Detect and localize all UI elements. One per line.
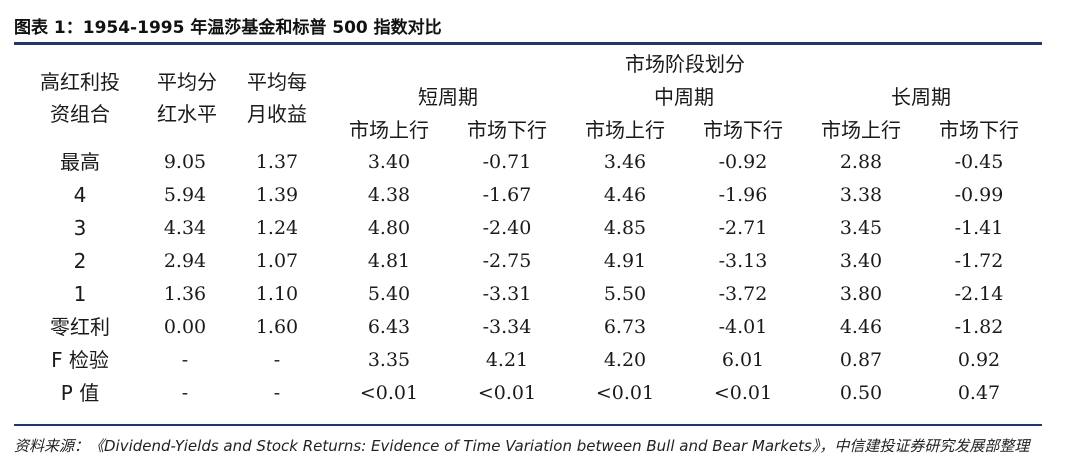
table-cell: 4.21 (485, 349, 529, 371)
table-cell: - (273, 349, 281, 371)
table-cell: 6.01 (721, 349, 765, 371)
table-cell: -4.01 (718, 316, 768, 338)
table-cell: -2.71 (718, 217, 768, 239)
header-col1-line2: 资组合 (50, 102, 110, 126)
table-cell: 0.00 (163, 316, 207, 338)
table-cell: <0.01 (713, 382, 773, 404)
table-cell: 1.10 (255, 283, 299, 305)
table-cell: 0.50 (839, 382, 883, 404)
table-cell: 5.50 (603, 283, 647, 305)
header-phase-up-long: 市场上行 (821, 118, 901, 142)
table-cell: 4.81 (367, 250, 411, 272)
table-cell: -3.13 (718, 250, 768, 272)
header-col1-line1: 高红利投 (40, 70, 120, 94)
row-label: 4 (73, 183, 87, 207)
table-cell: 0.87 (839, 349, 883, 371)
figure-title: 图表 1：1954-1995 年温莎基金和标普 500 指数对比 (14, 18, 442, 38)
table-cell: 5.40 (367, 283, 411, 305)
row-label: 零红利 (50, 315, 110, 339)
table-cell: 3.45 (839, 217, 883, 239)
table-cell: 5.94 (163, 184, 207, 206)
header-phase-down-long: 市场下行 (939, 118, 1019, 142)
row-label: 3 (73, 216, 87, 240)
header-period-short: 短周期 (418, 85, 478, 109)
table-cell: 3.38 (839, 184, 883, 206)
table-cell: 1.37 (255, 151, 299, 173)
table-cell: 3.80 (839, 283, 883, 305)
table-cell: 3.40 (839, 250, 883, 272)
row-label: F 检验 (51, 348, 109, 372)
table-cell: 2.94 (163, 250, 207, 272)
table-cell: 9.05 (163, 151, 207, 173)
table-cell: 1.39 (255, 184, 299, 206)
row-label: P 值 (60, 381, 100, 405)
table-cell: -1.72 (954, 250, 1004, 272)
table-cell: 2.88 (839, 151, 883, 173)
header-period-medium: 中周期 (654, 85, 714, 109)
header-market-phase: 市场阶段划分 (625, 52, 745, 76)
table-cell: -1.67 (482, 184, 532, 206)
table-cell: 1.24 (255, 217, 299, 239)
header-phase-down-short: 市场下行 (467, 118, 547, 142)
header-col2-line2: 红水平 (157, 102, 217, 126)
header-col2-line1: 平均分 (157, 70, 217, 94)
table-cell: -0.92 (718, 151, 768, 173)
table-cell: 1.07 (255, 250, 299, 272)
table-cell: 0.47 (957, 382, 1001, 404)
table-cell: 4.80 (367, 217, 411, 239)
bottom-rule (14, 424, 1042, 426)
table-cell: 4.46 (603, 184, 647, 206)
table-cell: 6.43 (367, 316, 411, 338)
table-cell: -1.82 (954, 316, 1004, 338)
table-cell: -3.31 (482, 283, 532, 305)
table-cell: 4.34 (163, 217, 207, 239)
table-cell: 3.35 (367, 349, 411, 371)
table-cell: 4.91 (603, 250, 647, 272)
row-label: 最高 (60, 150, 100, 174)
header-phase-up-short: 市场上行 (349, 118, 429, 142)
table-cell: 4.38 (367, 184, 411, 206)
table-cell: -3.34 (482, 316, 532, 338)
table-cell: 4.46 (839, 316, 883, 338)
row-label: 1 (73, 282, 87, 306)
table-cell: 1.36 (163, 283, 207, 305)
table-cell: -3.72 (718, 283, 768, 305)
table-cell: - (181, 382, 189, 404)
table-cell: 4.20 (603, 349, 647, 371)
table-cell: 0.92 (957, 349, 1001, 371)
table-cell: 1.60 (255, 316, 299, 338)
table-cell: 4.85 (603, 217, 647, 239)
table-cell: <0.01 (477, 382, 537, 404)
table-cell: -2.40 (482, 217, 532, 239)
table-cell: <0.01 (359, 382, 419, 404)
table-cell: -0.71 (482, 151, 532, 173)
row-label: 2 (73, 249, 87, 273)
table-cell: 6.73 (603, 316, 647, 338)
table-cell: - (273, 382, 281, 404)
table-cell: -1.41 (954, 217, 1004, 239)
table-cell: -0.45 (954, 151, 1004, 173)
header-col3-line2: 月收益 (247, 102, 307, 126)
top-rule (14, 42, 1042, 45)
header-phase-down-medium: 市场下行 (703, 118, 783, 142)
table-cell: 3.46 (603, 151, 647, 173)
table-cell: - (181, 349, 189, 371)
table-cell: -2.14 (954, 283, 1004, 305)
table-cell: <0.01 (595, 382, 655, 404)
table-cell: -2.75 (482, 250, 532, 272)
table-cell: -1.96 (718, 184, 768, 206)
header-period-long: 长周期 (891, 85, 951, 109)
table-cell: 3.40 (367, 151, 411, 173)
table-cell: -0.99 (954, 184, 1004, 206)
header-col3-line1: 平均每 (247, 70, 307, 94)
header-phase-up-medium: 市场上行 (585, 118, 665, 142)
source-note: 资料来源：《Dividend-Yields and Stock Returns:… (14, 437, 1030, 455)
